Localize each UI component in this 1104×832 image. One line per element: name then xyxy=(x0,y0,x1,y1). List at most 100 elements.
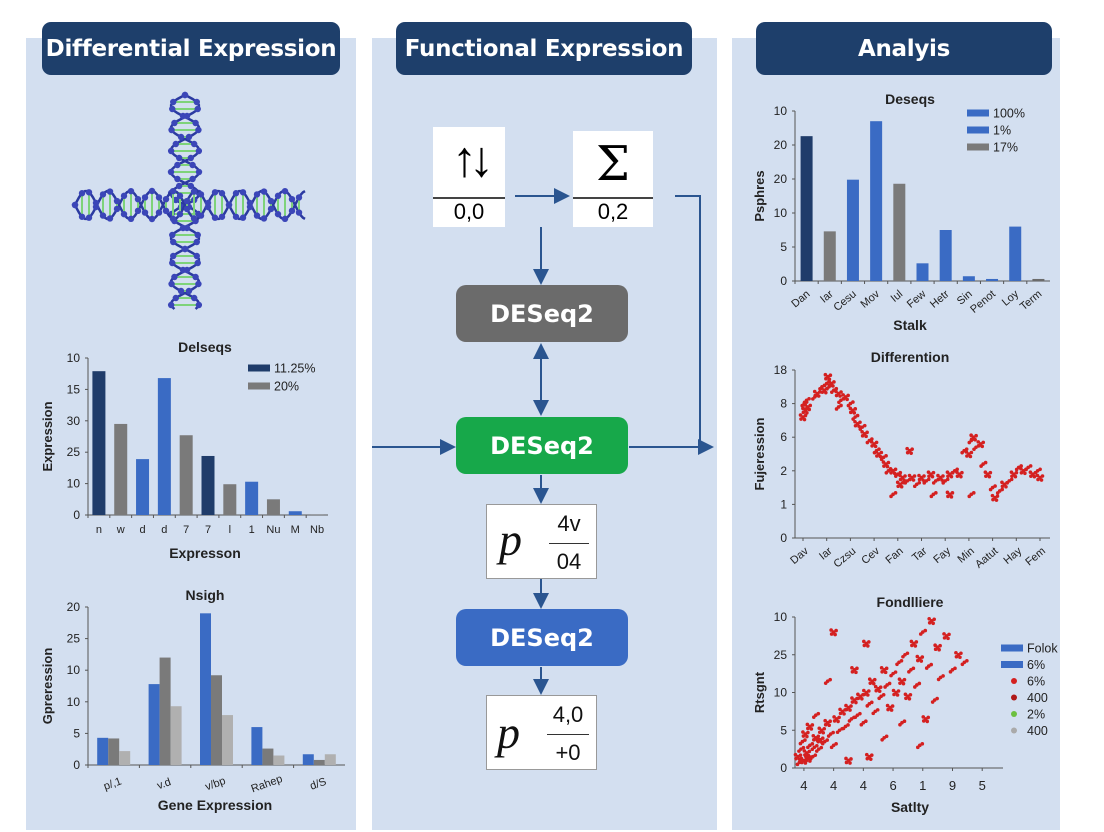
data-point xyxy=(793,752,798,757)
dna-node xyxy=(190,188,198,195)
dna-node xyxy=(92,199,100,207)
data-point xyxy=(887,681,892,686)
data-point xyxy=(941,674,945,678)
y-tick-label: 1 xyxy=(780,497,787,511)
chart-left-top: Delseqs Expresson Expression 0 10 25 30 15 10 n w d… xyxy=(40,339,328,561)
data-point xyxy=(855,666,859,671)
data-point xyxy=(880,670,884,674)
data-point xyxy=(870,437,874,441)
data-point xyxy=(879,457,884,462)
data-point xyxy=(965,659,969,663)
data-point xyxy=(842,712,846,716)
data-point xyxy=(873,684,878,689)
data-point xyxy=(802,400,807,405)
data-point xyxy=(817,726,822,731)
data-point xyxy=(834,389,838,394)
dna-node xyxy=(183,266,191,274)
bar xyxy=(97,737,109,765)
data-point xyxy=(848,708,852,712)
data-point xyxy=(868,757,873,761)
data-point xyxy=(799,417,803,421)
data-point xyxy=(931,470,936,475)
data-point xyxy=(819,740,824,744)
legend-swatch xyxy=(1001,644,1023,652)
dna-node xyxy=(211,214,219,221)
data-point xyxy=(816,739,821,744)
data-point xyxy=(874,450,879,454)
bar xyxy=(1009,226,1022,281)
data-point xyxy=(829,745,834,750)
y-tick-label: 8 xyxy=(780,397,787,411)
y-tick-label: 10 xyxy=(67,477,81,491)
data-point xyxy=(874,440,879,445)
p-value-box-1: p 4v 04 xyxy=(486,504,597,579)
data-point xyxy=(917,681,922,686)
x-tick-label: l xyxy=(229,524,231,536)
dna-node xyxy=(267,197,275,205)
data-point xyxy=(905,651,910,656)
p-variable: p xyxy=(499,514,522,565)
dna-node xyxy=(106,215,114,222)
data-point xyxy=(825,738,830,742)
data-point xyxy=(800,403,804,408)
data-point xyxy=(1014,467,1019,472)
data-point xyxy=(848,410,853,415)
data-point xyxy=(813,753,818,757)
data-point xyxy=(1035,473,1040,478)
legend-label: 1% xyxy=(993,124,1011,138)
data-point xyxy=(850,700,855,704)
y-tick-label: 5 xyxy=(780,723,787,737)
deseq2-step-blue[interactable]: DESeq2 xyxy=(456,609,628,666)
dna-node xyxy=(120,192,128,200)
data-point xyxy=(1024,467,1028,472)
bar xyxy=(223,484,237,515)
data-point xyxy=(967,440,972,445)
dna-node xyxy=(190,140,198,148)
data-point xyxy=(1029,474,1033,478)
data-point xyxy=(938,643,942,648)
data-point xyxy=(1033,471,1038,475)
data-point xyxy=(803,738,807,742)
bar xyxy=(136,459,150,515)
data-point xyxy=(912,484,917,489)
data-point xyxy=(980,444,985,449)
data-point xyxy=(805,411,809,415)
data-point xyxy=(995,494,1000,498)
data-point xyxy=(916,658,920,663)
dna-node xyxy=(169,231,176,239)
data-point xyxy=(877,696,881,701)
dna-node xyxy=(295,209,303,216)
dna-node xyxy=(179,112,187,120)
data-point xyxy=(877,689,882,694)
bar xyxy=(222,715,233,765)
data-point xyxy=(873,444,878,449)
data-point xyxy=(883,670,888,675)
data-point xyxy=(885,703,890,708)
data-point xyxy=(879,450,884,455)
data-point xyxy=(907,670,911,674)
data-point xyxy=(946,474,950,478)
y-tick-label: 2 xyxy=(780,464,787,478)
data-point xyxy=(968,454,973,459)
bar xyxy=(1032,278,1045,281)
left-panel xyxy=(26,38,356,830)
legend-swatch xyxy=(967,109,989,117)
data-point xyxy=(959,651,963,656)
dna-node xyxy=(169,259,176,267)
deseq2-step-gray[interactable]: DESeq2 xyxy=(456,285,628,342)
bar xyxy=(310,514,324,515)
data-point xyxy=(959,474,963,479)
data-point xyxy=(912,474,917,478)
x-tick-label: Dan xyxy=(789,288,812,310)
data-point xyxy=(899,659,904,663)
data-point xyxy=(870,444,874,448)
data-point xyxy=(920,655,925,659)
dna-node xyxy=(177,133,185,141)
dna-node xyxy=(204,199,212,207)
data-point xyxy=(850,696,854,700)
data-point xyxy=(904,696,908,701)
deseq2-step-green[interactable]: DESeq2 xyxy=(456,417,628,474)
legend-label: 100% xyxy=(993,107,1025,121)
dna-icon xyxy=(71,91,306,310)
